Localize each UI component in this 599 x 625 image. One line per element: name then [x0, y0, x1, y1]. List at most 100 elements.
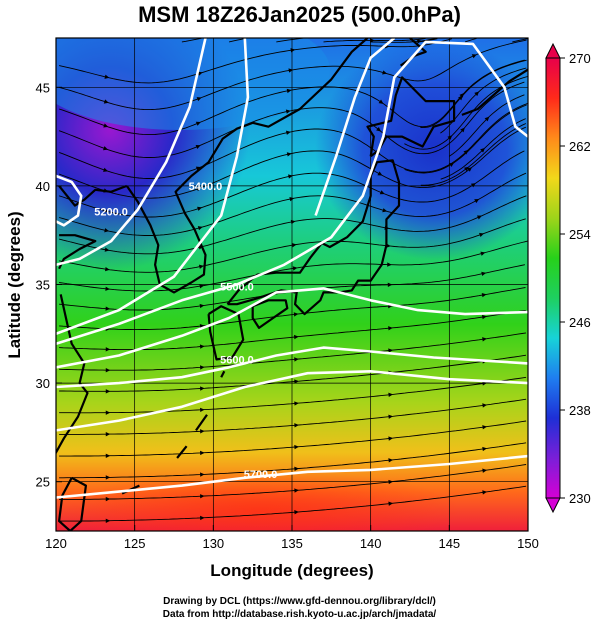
coastline	[125, 38, 369, 294]
streamline-arrow	[471, 54, 477, 59]
streamline-arrow	[105, 286, 110, 291]
streamline-arrow	[197, 71, 203, 76]
height-contour	[56, 38, 207, 267]
streamline-arrow	[105, 347, 111, 352]
streamline	[417, 38, 438, 43]
y-axis-ticks: 25 30 35 40 45	[36, 80, 62, 490]
coastline	[58, 476, 87, 531]
contour-label: 5500.0	[220, 281, 254, 293]
contour-label: 5600.0	[220, 354, 254, 366]
streamline-arrow	[376, 126, 381, 132]
streamline-arrow	[199, 303, 205, 309]
streamline-arrow	[200, 429, 205, 434]
streamline-arrow	[104, 228, 110, 233]
coastline	[195, 414, 208, 432]
streamline-arrow	[105, 368, 111, 373]
streamline-arrow	[200, 515, 205, 521]
streamline-arrow	[387, 262, 392, 267]
streamline-arrow	[199, 284, 205, 289]
x-tick-label: 145	[438, 536, 460, 551]
streamline	[59, 485, 527, 522]
streamline-arrow	[388, 392, 394, 397]
height-contour	[56, 38, 250, 336]
streamline-arrow	[199, 323, 205, 329]
height-contour	[56, 287, 528, 369]
contour-label: 5700.0	[244, 469, 278, 481]
streamline	[59, 287, 526, 331]
coastline	[251, 299, 289, 329]
streamline-arrow	[459, 92, 465, 98]
streamline-arrow	[294, 401, 299, 406]
x-axis-label: Longitude (degrees)	[210, 561, 373, 580]
y-tick-label: 45	[36, 80, 50, 95]
streamline-arrow	[480, 147, 485, 153]
streamline-arrow	[285, 109, 291, 114]
coastlines	[56, 38, 528, 531]
x-tick-label: 150	[517, 536, 539, 551]
streamline	[58, 102, 528, 179]
streamline-arrow	[286, 88, 292, 94]
streamline-arrow	[388, 414, 394, 419]
streamline-arrow	[460, 127, 465, 133]
streamline	[59, 354, 527, 392]
y-tick-label: 35	[36, 278, 50, 293]
streamline-arrow	[195, 121, 201, 126]
streamline	[276, 38, 304, 43]
streamline	[229, 38, 245, 43]
credit-drawing: Drawing by DCL (https://www.gfd-dennou.o…	[163, 596, 436, 607]
coastline	[461, 68, 528, 116]
streamline-arrow	[195, 144, 201, 149]
streamline-arrow	[104, 74, 110, 79]
streamline	[512, 38, 528, 43]
streamline-arrow	[482, 490, 488, 495]
lat-lon-grid	[56, 38, 528, 531]
x-tick-label: 130	[202, 536, 224, 551]
coastline	[58, 184, 128, 207]
streamline	[58, 150, 525, 218]
colorbar-tick-label: 230	[569, 491, 591, 506]
streamline-arrow	[105, 475, 111, 480]
height-contour	[56, 40, 528, 345]
streamline-arrow	[482, 381, 487, 386]
wind-streamlines	[58, 38, 528, 523]
colorbar-tick-label: 254	[569, 227, 591, 242]
colorbar-tick-label: 262	[569, 139, 591, 154]
streamline-arrow	[294, 488, 299, 493]
streamline	[323, 38, 426, 43]
coastline	[56, 294, 89, 455]
y-tick-label: 25	[36, 475, 50, 490]
streamline-arrow	[197, 206, 203, 211]
streamline-arrow	[104, 247, 110, 252]
streamline-arrow	[294, 444, 299, 450]
streamline-arrow	[197, 226, 203, 231]
streamline	[449, 94, 525, 157]
streamline-arrow	[481, 292, 487, 298]
temperature-field	[56, 38, 528, 531]
streamline-arrow	[198, 264, 204, 269]
streamline	[58, 126, 527, 199]
streamline-arrow	[103, 123, 109, 128]
streamline-arrow	[199, 344, 205, 349]
streamline-arrow	[474, 91, 480, 97]
streamline-arrow	[103, 208, 109, 213]
x-tick-label: 135	[281, 536, 303, 551]
streamline-arrow	[479, 232, 485, 238]
coastline	[176, 445, 188, 459]
coastline	[366, 76, 456, 158]
coastline	[226, 159, 401, 316]
height-contours	[56, 38, 528, 499]
streamline-arrow	[378, 99, 384, 104]
streamline-arrow	[200, 472, 205, 477]
streamline-arrow	[103, 167, 109, 172]
streamline-arrow	[388, 458, 394, 463]
streamline	[181, 38, 202, 43]
streamline-arrow	[482, 403, 488, 408]
streamline-arrow	[382, 70, 388, 75]
y-tick-label: 30	[36, 376, 50, 391]
streamline-arrow	[449, 162, 455, 167]
colorbar-upper-arrow	[545, 42, 561, 59]
streamline-arrow	[482, 468, 488, 473]
streamline-arrow	[388, 436, 394, 441]
streamline-arrow	[470, 183, 476, 188]
y-axis-label: Latitude (degrees)	[5, 211, 24, 358]
